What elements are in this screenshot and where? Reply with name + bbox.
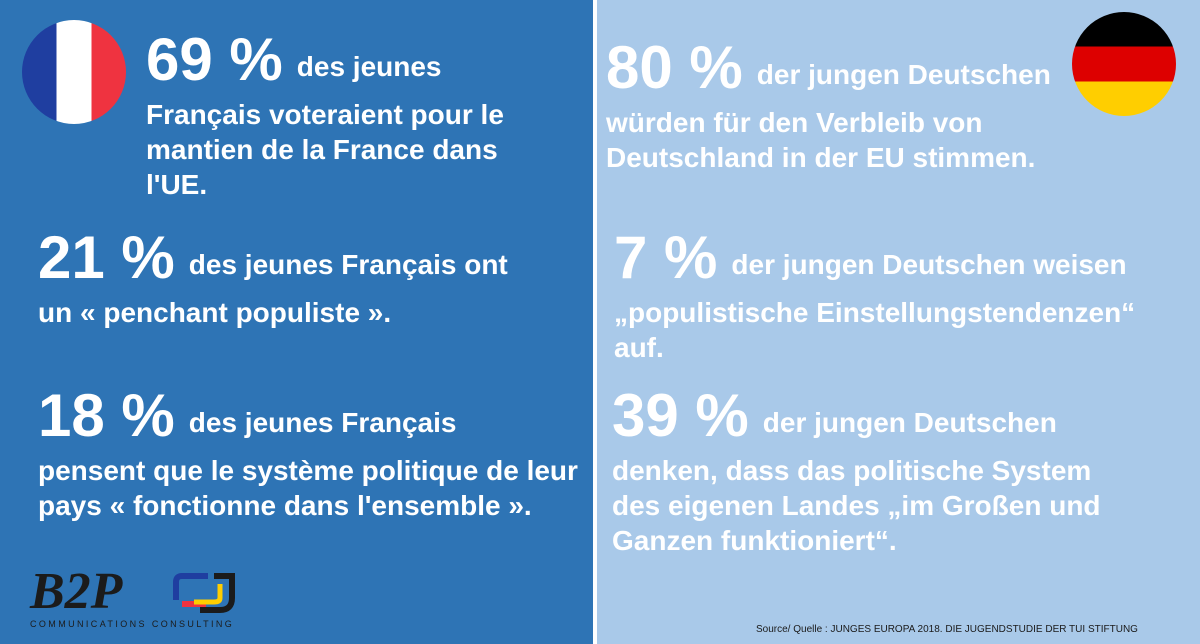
stat-head-text: der jungen Deutschen weisen	[731, 249, 1127, 280]
france-stat-eu: 69 % des jeunes Français voteraient pour …	[146, 30, 566, 202]
germany-stat-system: 39 % der jungen Deutschen denken, dass da…	[612, 386, 1132, 558]
panel-divider	[593, 0, 597, 644]
stat-head-text: der jungen Deutschen	[756, 59, 1051, 90]
germany-stat-populist: 7 % der jungen Deutschen weisen „populist…	[614, 228, 1184, 365]
stat-head: 39 % der jungen Deutschen	[612, 386, 1132, 453]
stat-percent: 69 %	[146, 26, 283, 93]
logo-subtitle: COMMUNICATIONS CONSULTING	[30, 619, 235, 629]
stat-head: 69 % des jeunes	[146, 30, 566, 97]
stat-head: 21 % des jeunes Français ont	[38, 228, 583, 295]
stat-percent: 21 %	[38, 224, 175, 291]
germany-stat-eu: 80 % der jungen Deutschen würden für den …	[606, 38, 1076, 175]
stat-head: 7 % der jungen Deutschen weisen	[614, 228, 1184, 295]
stat-body: un « penchant populiste ».	[38, 297, 392, 328]
germany-flag-icon	[1072, 12, 1176, 116]
b2p-logo: B2P COMMUNICATIONS CONSULTING	[30, 566, 240, 632]
b2p-logo-mark-icon	[173, 573, 235, 613]
stat-body: pensent que le système politique de leur…	[38, 455, 578, 521]
stat-body: denken, dass das politische System des e…	[612, 455, 1101, 556]
stat-head-text: des jeunes Français ont	[188, 249, 508, 280]
stat-body: würden für den Verbleib von Deutschland …	[606, 107, 1036, 173]
stat-head: 18 % des jeunes Français	[38, 386, 578, 453]
stat-percent: 7 %	[614, 224, 718, 291]
france-flag-icon	[22, 20, 126, 124]
stat-head-text: des jeunes Français	[188, 407, 457, 438]
france-stat-system: 18 % des jeunes Français pensent que le s…	[38, 386, 578, 523]
stat-head: 80 % der jungen Deutschen	[606, 38, 1076, 105]
stat-head-text: des jeunes	[296, 51, 442, 82]
source-credit: Source/ Quelle : JUNGES EUROPA 2018. DIE…	[756, 624, 1138, 635]
stat-body: „populistische Einstellungstendenzen“ au…	[614, 297, 1136, 363]
stat-percent: 18 %	[38, 382, 175, 449]
stat-head-text: der jungen Deutschen	[762, 407, 1057, 438]
stat-percent: 39 %	[612, 382, 749, 449]
stat-body: Français voteraient pour le mantien de l…	[146, 99, 504, 200]
logo-text: B2P	[30, 563, 123, 620]
france-stat-populist: 21 % des jeunes Français ont un « penchan…	[38, 228, 583, 330]
stat-percent: 80 %	[606, 34, 743, 101]
